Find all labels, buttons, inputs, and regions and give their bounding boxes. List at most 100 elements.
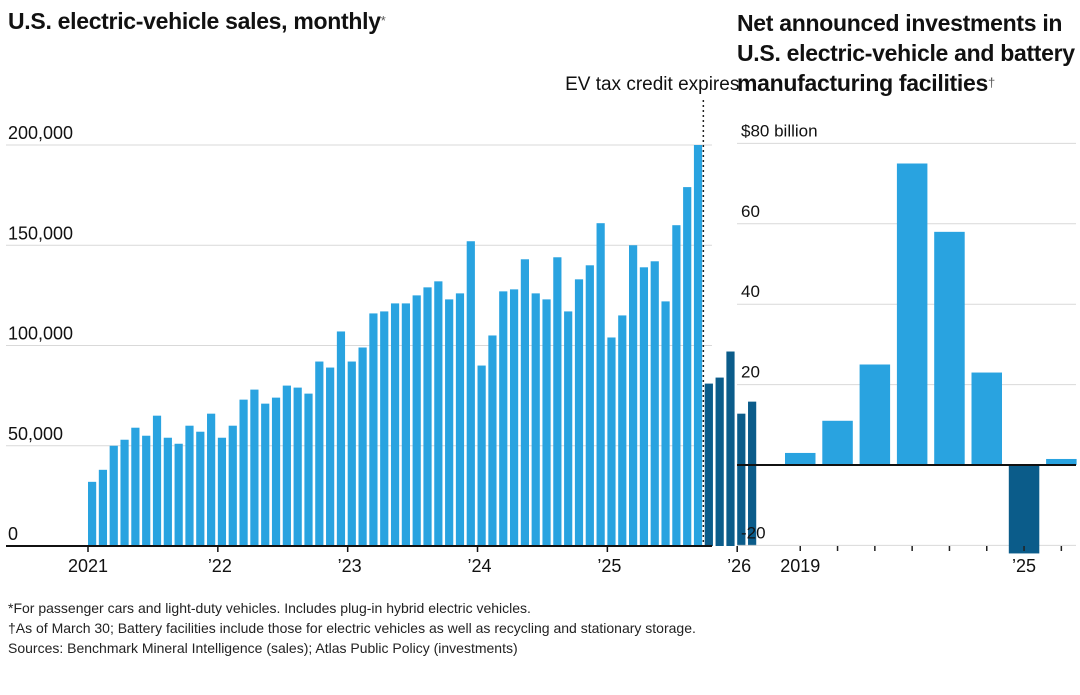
investment-bar	[1008, 465, 1040, 554]
investment-xtick-label: ’25	[1012, 556, 1036, 576]
sales-bar	[726, 351, 735, 546]
sales-bar	[304, 393, 313, 546]
sales-bar	[509, 289, 519, 546]
sales-bar	[661, 301, 670, 546]
sales-bar	[196, 431, 205, 546]
investment-bar	[785, 452, 816, 465]
sales-bar	[542, 299, 551, 546]
sales-bar	[520, 259, 529, 546]
sales-xtick-label: ’24	[468, 556, 492, 576]
sales-bar	[174, 443, 183, 546]
investment-bar	[859, 364, 891, 465]
sales-bar	[261, 403, 270, 546]
footnote-sources: Sources: Benchmark Mineral Intelligence …	[8, 640, 518, 656]
sales-xtick-label: ’22	[208, 556, 232, 576]
sales-bar	[672, 225, 681, 546]
sales-bar	[596, 223, 605, 546]
sales-bar	[401, 303, 410, 546]
sales-bar	[704, 383, 713, 546]
investment-bar	[822, 420, 853, 465]
investment-ytick-label: 60	[741, 202, 760, 221]
sales-bar	[748, 401, 757, 546]
footnote-2: †As of March 30; Battery facilities incl…	[8, 620, 696, 636]
sales-xtick-label: ’26	[727, 556, 751, 576]
sales-ytick-label: 100,000	[8, 324, 73, 344]
sales-ytick-label: 200,000	[8, 123, 73, 143]
investment-chart: $80 billion 60 40 20 -20 2019 ’25	[737, 121, 1077, 576]
sales-bar	[217, 437, 227, 546]
sales-bar	[585, 265, 594, 546]
sales-bar	[639, 267, 649, 546]
investment-xtick-label: 2019	[780, 556, 820, 576]
sales-xtick-label: ’23	[338, 556, 362, 576]
sales-chart-title: U.S. electric-vehicle sales, monthly*	[8, 8, 386, 34]
sales-bar	[607, 337, 616, 546]
sales-title-marker: *	[380, 13, 386, 28]
sales-bar	[271, 397, 281, 546]
sales-xtick-label: ’25	[597, 556, 621, 576]
sales-ytick-label: 150,000	[8, 223, 73, 243]
sales-bar	[629, 245, 638, 546]
sales-bar	[228, 425, 237, 546]
sales-bar	[315, 361, 324, 546]
sales-bar	[239, 399, 248, 546]
sales-bar	[683, 187, 692, 547]
investment-ytick-label: 40	[741, 282, 760, 301]
sales-bar	[390, 303, 400, 546]
investment-ytick-label: -20	[741, 523, 766, 542]
investment-chart-title: Net announced investments in U.S. electr…	[737, 10, 1075, 96]
sales-bar	[131, 427, 140, 546]
sales-bar	[466, 241, 475, 547]
footnote-1: *For passenger cars and light-duty vehic…	[8, 600, 531, 616]
investment-bar	[971, 372, 1002, 465]
investment-bar	[896, 163, 928, 465]
sales-bar	[445, 299, 454, 546]
footnotes: *For passenger cars and light-duty vehic…	[8, 598, 696, 658]
investment-bar	[1046, 458, 1077, 465]
sales-bar	[120, 439, 129, 546]
sales-bar	[412, 295, 421, 546]
sales-bar	[142, 435, 151, 546]
sales-ytick-label: 50,000	[8, 424, 63, 444]
sales-bar	[737, 413, 746, 546]
sales-bar	[250, 389, 259, 546]
sales-bar	[109, 445, 118, 546]
sales-bar	[293, 387, 302, 546]
sales-bar	[152, 415, 162, 546]
sales-bar	[434, 281, 443, 546]
investment-ytick-label: 20	[741, 363, 760, 382]
sales-bar	[185, 425, 194, 546]
sales-bar	[207, 413, 216, 546]
sales-bar	[98, 469, 108, 546]
sales-bar	[477, 365, 486, 546]
sales-bar	[336, 331, 346, 546]
sales-bar	[531, 293, 540, 546]
investment-bar	[934, 231, 965, 465]
sales-bar	[282, 385, 291, 546]
sales-bar	[488, 335, 497, 546]
sales-bar	[553, 257, 562, 546]
sales-bar	[650, 261, 659, 546]
sales-bar	[499, 291, 508, 546]
tax-credit-annotation: EV tax credit expires	[565, 74, 739, 95]
sales-bar	[88, 481, 97, 546]
sales-bar	[574, 279, 584, 546]
sales-bar	[455, 293, 465, 546]
sales-bar	[163, 437, 172, 546]
sales-bar	[618, 315, 627, 546]
sales-bar	[326, 367, 335, 546]
investment-top-label: $80 billion	[741, 121, 818, 140]
sales-xtick-label: 2021	[68, 556, 108, 576]
sales-bar	[564, 311, 573, 546]
sales-bar	[423, 287, 432, 546]
investment-title-marker: †	[987, 75, 995, 90]
sales-bar	[347, 361, 356, 546]
sales-bar	[715, 377, 724, 546]
sales-chart: 200,000 150,000 100,000 50,000 0 EV tax credi…	[6, 74, 757, 576]
sales-bar	[380, 311, 389, 546]
sales-bar	[693, 145, 703, 546]
sales-bar	[369, 313, 378, 546]
sales-bar	[358, 347, 367, 546]
sales-ytick-label: 0	[8, 524, 18, 544]
